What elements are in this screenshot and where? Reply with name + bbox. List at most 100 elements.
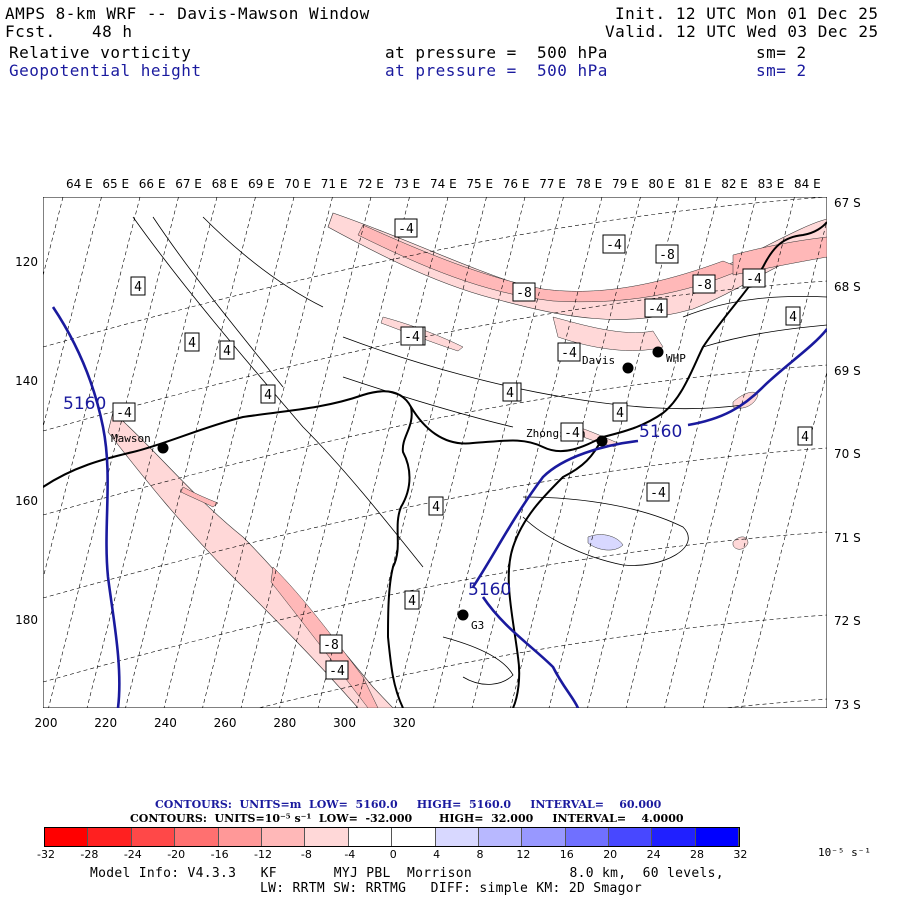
vorticity-label-box: 4 [428,496,444,516]
grid-x-label: 260 [213,716,237,730]
station-label: Mawson [111,432,151,445]
forecast-label: Fcst. [5,22,56,41]
colorbar-tick: 32 [733,848,748,861]
vorticity-label-box: -8 [655,244,679,264]
field2-name: Geopotential height [9,61,202,80]
model-info: Model Info: V4.3.3 KF MYJ PBL Morrison 8… [90,866,724,881]
height-labels: 5160 5160 5160 [63,394,682,600]
vorticity-label-box: 4 [502,382,518,402]
vorticity-contour-info: CONTOURS: UNITS=10⁻⁵ s⁻¹ LOW= -32.000 HI… [130,812,684,825]
colorbar-tick: -32 [37,848,55,861]
svg-text:4: 4 [134,280,142,295]
physics-info: LW: RRTM SW: RRTMG DIFF: simple KM: 2D S… [260,881,642,896]
colorbar-tick: 12 [516,848,531,861]
colorbar-tick: 4 [433,848,441,861]
svg-text:-4: -4 [404,330,420,345]
colorbar-tick: 24 [646,848,661,861]
station-marker [457,609,469,621]
station-label: Davis [582,354,615,367]
forecast-hour: 48 h [92,22,133,41]
svg-text:-4: -4 [564,426,580,441]
station-marker [157,442,169,454]
svg-text:4: 4 [506,386,514,401]
vorticity-label-box: -4 [646,482,670,502]
grid-x-label: 280 [273,716,297,730]
latitude-label: 72 S [834,614,861,628]
latitude-label: 68 S [834,280,861,294]
colorbar-tick: 20 [603,848,618,861]
vorticity-label-box: 4 [612,402,628,422]
latitude-label: 71 S [834,531,861,545]
longitude-label: 65 E [102,177,130,191]
latitude-label: 67 S [834,196,861,210]
longitude-label: 70 E [284,177,312,191]
vorticity-label-box: -4 [742,268,766,288]
grid-y-label: 120 [15,255,38,269]
longitude-label: 73 E [393,177,421,191]
longitude-label: 76 E [502,177,530,191]
longitude-label: 80 E [648,177,676,191]
svg-text:-4: -4 [650,486,666,501]
longitude-label: 66 E [138,177,166,191]
svg-text:4: 4 [789,310,797,325]
colorbar-swatch [88,828,132,846]
vorticity-label-box: -4 [644,298,668,318]
colorbar-tick: -12 [254,848,272,861]
vorticity-label-box: 4 [219,340,235,360]
longitude-label: 82 E [721,177,748,191]
svg-text:-8: -8 [516,286,532,301]
vorticity-label-box: -4 [400,326,424,346]
vorticity-label-box: 4 [797,426,813,446]
vorticity-label-box: 4 [130,276,146,296]
station-marker [596,435,608,447]
height-contour-label: 5160 [639,422,682,442]
field1-smoothing: sm= 2 [756,43,807,62]
longitude-label: 68 E [211,177,239,191]
grid-y-label: 180 [15,613,38,627]
field2-level: at pressure = 500 hPa [385,61,608,80]
latitude-label: 69 S [834,364,861,378]
longitude-label: 64 E [66,177,93,191]
longitude-label: 71 E [320,177,348,191]
svg-text:4: 4 [801,430,809,445]
colorbar-swatch [131,828,176,846]
svg-text:4: 4 [408,594,416,609]
svg-text:-8: -8 [659,248,675,263]
colorbar-tick: -16 [210,848,229,861]
svg-text:-4: -4 [606,238,622,253]
colorbar-tick: 16 [559,848,574,861]
svg-text:4: 4 [188,336,196,351]
colorbar-swatch [695,828,740,846]
grid-y-label: 140 [15,374,38,388]
grid-y-label: 160 [15,494,38,508]
vorticity-labels: -4-4-8-4-8-8-4-44444-44-44-44-444-44-8-4… [112,218,813,680]
colorbar-swatch [652,828,696,846]
station-label: G3 [471,619,484,632]
vorticity-label-box: 4 [785,306,801,326]
svg-text:4: 4 [264,388,272,403]
svg-text:-4: -4 [329,664,345,679]
grid-x-label: 240 [153,716,177,730]
colorbar-swatch [565,828,610,846]
valid-time: Valid. 12 UTC Wed 03 Dec 25 [605,22,879,41]
coastline [43,221,827,708]
field1-name: Relative vorticity [9,43,192,62]
colorbar-swatch [392,828,436,846]
vorticity-label-box: -4 [560,422,584,442]
colorbar-swatch [175,828,219,846]
longitude-label: 75 E [466,177,494,191]
longitude-label: 83 E [757,177,785,191]
vorticity-label-box: -8 [692,274,716,294]
colorbar-swatch [261,828,306,846]
svg-text:4: 4 [223,344,231,359]
longitude-label: 81 E [684,177,712,191]
longitude-label: 69 E [248,177,275,191]
latitude-label: 73 S [834,698,861,712]
grid-x-label: 300 [333,716,356,730]
colorbar-swatch [348,828,393,846]
colorbar-tick: 28 [690,848,704,861]
vorticity-label-box: -8 [319,634,343,654]
colorbar-swatch [305,828,349,846]
init-time: Init. 12 UTC Mon 01 Dec 25 [615,4,879,23]
field2-smoothing: sm= 2 [756,61,807,80]
